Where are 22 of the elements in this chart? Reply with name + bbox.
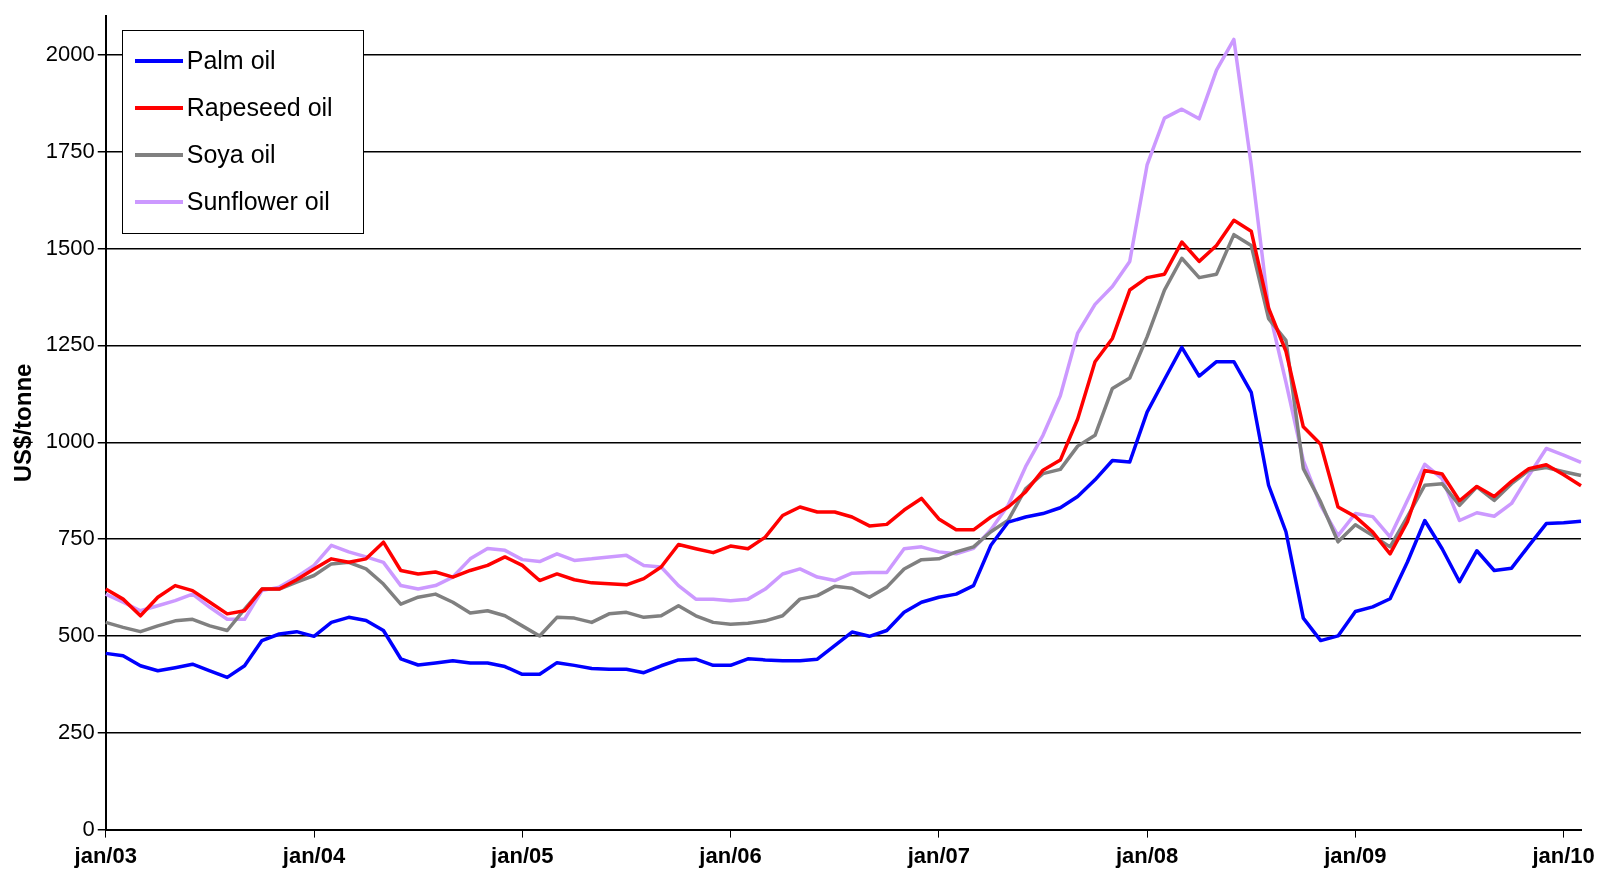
x-tick-label: jan/09 [1323,842,1387,868]
y-tick-label: 0 [82,815,95,841]
legend-label: Rapeseed oil [186,93,333,123]
y-tick-label: 500 [58,622,95,647]
y-tick-label: 250 [58,718,95,744]
legend-label: Soya oil [186,140,276,170]
legend-label: Palm oil [186,46,276,76]
legend-label: Sunflower oil [186,187,330,217]
x-tick-label: jan/07 [906,842,971,868]
x-tick-label: jan/10 [1531,842,1595,868]
x-tick-label: jan/03 [73,842,137,868]
x-tick-label: jan/06 [698,842,762,868]
x-tick-label: jan/08 [1114,842,1179,868]
y-tick-label: 1500 [45,234,95,260]
x-tick-label: jan/05 [490,842,554,868]
y-axis-title: US$/tonne [9,363,37,483]
y-tick-label: 1250 [45,331,95,357]
x-tick-label: jan/04 [281,842,346,868]
y-tick-label: 750 [58,525,95,551]
y-tick-label: 2000 [45,41,95,66]
y-tick-label: 1000 [45,428,95,454]
y-tick-label: 1750 [45,137,95,163]
